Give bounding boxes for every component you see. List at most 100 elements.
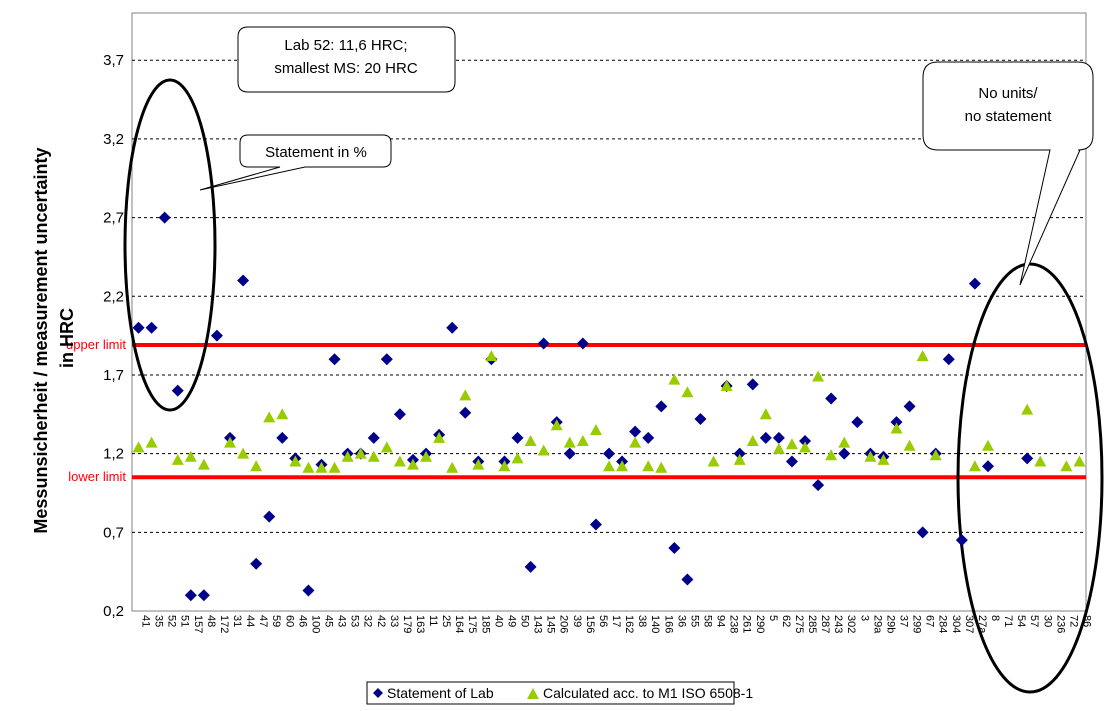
- x-tick-label: 52: [166, 615, 178, 627]
- x-tick-label: 185: [479, 615, 491, 633]
- lab-statement-point: [655, 400, 668, 413]
- lab-statement-point: [446, 321, 459, 334]
- calculated-point: [315, 461, 328, 473]
- x-tick-label: 290: [754, 615, 766, 633]
- x-tick-label: 54: [1015, 615, 1027, 627]
- lab-statement-point: [942, 353, 955, 366]
- lab-statement-point: [302, 584, 315, 597]
- x-tick-label: 236: [1054, 615, 1066, 633]
- calculated-point: [302, 461, 315, 473]
- y-tick-label: 1,7: [103, 367, 124, 384]
- lab-statement-point: [1021, 452, 1034, 465]
- calculated-point: [354, 447, 367, 459]
- calculated-point: [1034, 455, 1047, 467]
- y-tick-label: 1,2: [103, 446, 124, 463]
- calculated-point: [916, 350, 929, 362]
- x-tick-label: 164: [453, 615, 465, 633]
- x-tick-label: 166: [662, 615, 674, 633]
- lab-statement-point: [603, 447, 615, 460]
- legend-label-lab: Statement of Lab: [387, 685, 494, 701]
- legend: Statement of Lab Calculated acc. to M1 I…: [366, 681, 753, 705]
- x-tick-label: 302: [845, 615, 857, 633]
- x-tick-label: 35: [153, 615, 165, 627]
- x-tick-label: 284: [937, 615, 949, 633]
- x-tick-label: 25: [440, 615, 452, 627]
- x-tick-label: 31: [231, 615, 243, 627]
- x-tick-label: 175: [466, 615, 478, 633]
- calculated-point: [459, 389, 472, 401]
- calculated-point: [589, 424, 602, 436]
- highlight-ellipse-left: [123, 78, 217, 412]
- y-axis-ticks: 0,2 0,7 1,2 1,7 2,2 2,7 3,2 3,7: [103, 52, 124, 620]
- lab-statement-point: [955, 534, 968, 547]
- x-tick-label: 71: [1002, 615, 1014, 627]
- lab-statement-point: [380, 353, 393, 366]
- x-tick-label: 45: [322, 615, 334, 627]
- x-tick-label: 275: [793, 615, 805, 633]
- lab-statement-point: [916, 526, 929, 539]
- calculated-point: [785, 438, 798, 450]
- lab-statement-point: [537, 337, 550, 350]
- y-tick-label: 3,2: [103, 131, 124, 148]
- x-tick-label: 304: [950, 615, 962, 633]
- lab-statement-point: [785, 455, 798, 468]
- y-tick-label: 2,7: [103, 210, 124, 227]
- calculated-point: [184, 450, 197, 462]
- x-tick-label: 157: [192, 615, 204, 633]
- calculated-point: [406, 458, 419, 470]
- lab-statement-point: [981, 460, 994, 473]
- calculated-point: [799, 441, 812, 453]
- x-tick-label: 36: [675, 615, 687, 627]
- calculated-point: [733, 453, 746, 465]
- calculated-point: [772, 442, 785, 454]
- calculated-point: [903, 439, 916, 451]
- x-tick-label: 46: [296, 615, 308, 627]
- lab-statement-point: [681, 573, 694, 586]
- lab-statement-point: [197, 589, 210, 602]
- calculated-point: [968, 460, 981, 472]
- calculated-point: [838, 436, 851, 448]
- calculated-point: [197, 458, 210, 470]
- x-tick-label: 179: [401, 615, 413, 633]
- calculated-point: [132, 441, 145, 453]
- lab-statement-point: [132, 321, 145, 334]
- calculated-point: [171, 453, 184, 465]
- data-points: [132, 211, 1086, 602]
- lab-statement-point: [668, 542, 681, 555]
- lab-statement-point: [694, 413, 707, 426]
- lab-statement-point: [642, 431, 655, 444]
- calculated-point: [877, 453, 890, 465]
- x-tick-label: 72: [1067, 615, 1079, 627]
- x-axis-categories: 41 35 52 51 157 48 172 31 44 47 59 60 46 100 45 43 53 32 4…: [140, 615, 1093, 634]
- calculated-point: [420, 450, 433, 462]
- lab-statement-point: [171, 384, 184, 397]
- calculated-point: [681, 386, 694, 398]
- reference-line-label: lower limit: [68, 469, 126, 484]
- calculated-point: [746, 435, 759, 447]
- x-tick-label: 243: [832, 615, 844, 633]
- x-tick-label: 38: [636, 615, 648, 627]
- x-tick-label: 261: [741, 615, 753, 633]
- y-tick-label: 3,7: [103, 52, 124, 69]
- x-tick-label: 172: [218, 615, 230, 633]
- x-tick-label: 42: [375, 615, 387, 627]
- x-tick-label: 140: [649, 615, 661, 633]
- x-tick-label: 47: [257, 615, 269, 627]
- x-tick-label: 17: [610, 615, 622, 627]
- annotation-callout-no-units: [922, 61, 1094, 286]
- lab-statement-point: [237, 274, 250, 287]
- x-tick-label: 50: [519, 615, 531, 627]
- calculated-point: [367, 450, 380, 462]
- calculated-point: [289, 455, 302, 467]
- x-tick-label: 59: [270, 615, 282, 627]
- x-tick-label: 67: [924, 615, 936, 627]
- lab-statement-point: [563, 447, 576, 460]
- highlight-ellipse-right: [956, 262, 1104, 694]
- calculated-point: [563, 436, 576, 448]
- calculated-point: [576, 435, 589, 447]
- calculated-point: [263, 411, 276, 423]
- calculated-point: [498, 460, 511, 472]
- calculated-point: [537, 444, 550, 456]
- x-tick-label: 40: [492, 615, 504, 627]
